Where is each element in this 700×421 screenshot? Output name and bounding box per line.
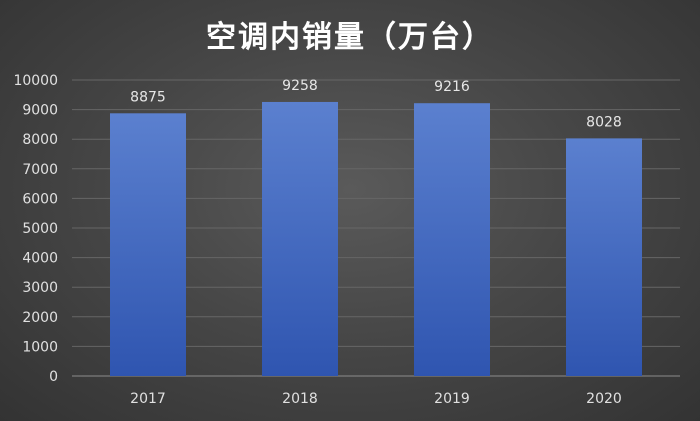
x-tick-label: 2020 (586, 391, 622, 407)
x-tick-label: 2017 (130, 391, 166, 407)
y-tick-label: 3000 (22, 280, 58, 296)
bar (414, 103, 490, 377)
y-tick-label: 5000 (22, 221, 58, 237)
y-tick-label: 8000 (22, 132, 58, 148)
x-tick-label: 2019 (434, 391, 470, 407)
y-tick-label: 10000 (13, 73, 58, 89)
y-tick-label: 0 (49, 369, 58, 385)
data-label: 8875 (130, 89, 166, 105)
bar (566, 138, 642, 376)
data-label: 9216 (434, 79, 470, 95)
y-tick-label: 9000 (22, 103, 58, 119)
data-label: 9258 (282, 78, 318, 94)
x-tick-label: 2018 (282, 391, 318, 407)
bar (110, 113, 186, 377)
bar (262, 101, 338, 377)
chart-title: 空调内销量（万台） (206, 20, 494, 55)
y-tick-label: 4000 (22, 251, 58, 267)
data-label: 8028 (586, 114, 622, 130)
y-tick-label: 7000 (22, 162, 58, 178)
y-tick-label: 1000 (22, 339, 58, 355)
y-tick-label: 2000 (22, 310, 58, 326)
y-tick-label: 6000 (22, 191, 58, 207)
